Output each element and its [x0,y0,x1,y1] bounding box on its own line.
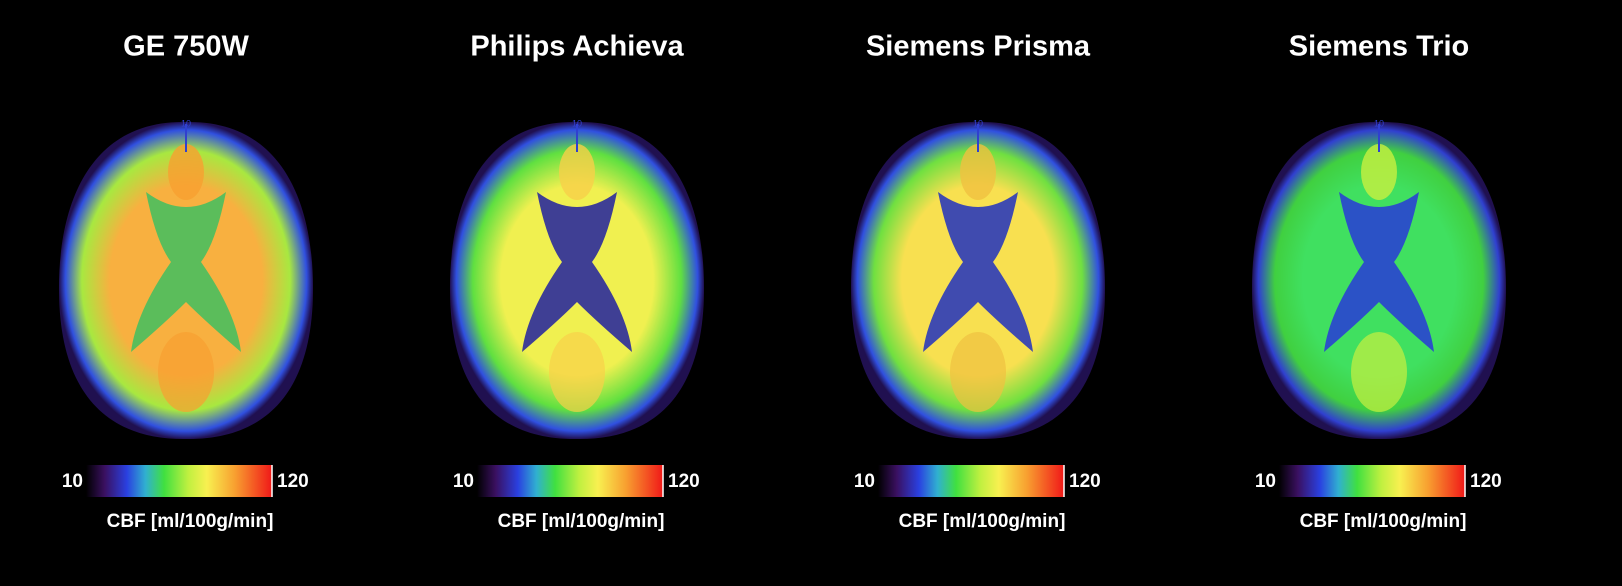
occipital-hotspot [158,332,214,412]
slice-label: 10 [181,118,191,128]
panel-title: GE 750W [123,31,249,63]
unit-label: CBF [ml/100g/min] [498,511,665,532]
colorbar-min: 10 [453,471,474,492]
colorbar [477,465,663,497]
colorbar-max: 120 [277,471,309,492]
colorbar [86,465,272,497]
ventricles [1324,192,1434,352]
panel-title: Siemens Trio [1289,31,1470,63]
occipital-hotspot [549,332,605,412]
slice-label: 10 [973,118,983,128]
occipital-hotspot [950,332,1006,412]
colorbar [878,465,1064,497]
colorbar-min: 10 [854,471,875,492]
colorbar [1279,465,1465,497]
panel-title: Siemens Prisma [866,31,1091,63]
unit-label: CBF [ml/100g/min] [107,511,274,532]
slice-label: 10 [1374,118,1384,128]
unit-label: CBF [ml/100g/min] [1300,511,1467,532]
colorbar-max: 120 [1470,471,1502,492]
panel-title: Philips Achieva [470,31,684,63]
slice-label: 10 [572,118,582,128]
colorbar-max: 120 [668,471,700,492]
colorbar-max: 120 [1069,471,1101,492]
frontal-hotspot [559,144,595,200]
frontal-hotspot [1361,144,1397,200]
occipital-hotspot [1351,332,1407,412]
unit-label: CBF [ml/100g/min] [899,511,1066,532]
frontal-hotspot [960,144,996,200]
frontal-hotspot [168,144,204,200]
ventricles [522,192,632,352]
ventricles [131,192,241,352]
ventricles [923,192,1033,352]
colorbar-min: 10 [62,471,83,492]
colorbar-min: 10 [1255,471,1276,492]
